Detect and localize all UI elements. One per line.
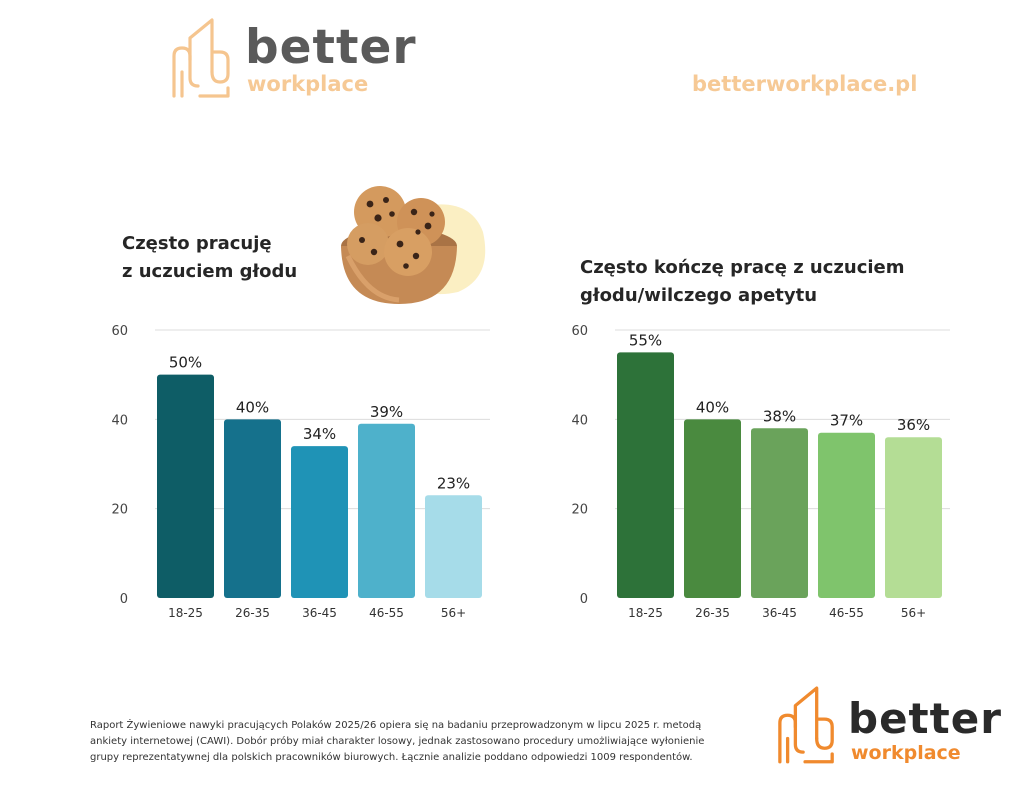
x-tick-label: 46-55 [829,606,864,620]
y-tick-label: 60 [111,324,128,339]
x-tick-label: 36-45 [762,606,797,620]
bar-36-45 [291,446,348,598]
y-tick-label: 20 [111,503,128,518]
x-tick-label: 18-25 [168,606,203,620]
x-tick-label: 36-45 [302,606,337,620]
y-tick-label: 40 [571,413,588,428]
logo-better-text: better [245,20,417,75]
footnote-line-2: ankiety internetowej (CAWI). Dobór próby… [90,736,705,747]
x-tick-label: 46-55 [369,606,404,620]
data-label: 37% [830,412,863,430]
logo-better-text: better [848,694,1002,743]
top-logo: better workplace [170,16,420,100]
right-chart-title-line-1: Często kończę pracę z uczuciem [580,257,905,278]
left-bar-chart: 0 20 40 60 50% 18-25 40% 26-35 34% 36-45 39% 46-55 2… [111,324,490,620]
bar-36-45 [751,428,808,598]
website-link[interactable]: betterworkplace.pl [692,72,918,96]
x-tick-label: 26-35 [695,606,730,620]
bar-18-25 [157,374,214,598]
x-tick-label: 18-25 [628,606,663,620]
logo-workplace-text: workplace [247,72,369,96]
data-label: 23% [437,474,470,492]
footnote-line-1: Raport Żywieniowe nawyki pracujących Pol… [90,720,702,731]
bar-46-55 [818,432,875,598]
right-chart-title: Często kończę pracę z uczuciem głodu/wil… [580,254,905,310]
building-logo-icon [172,18,230,98]
y-tick-label: 60 [571,324,588,339]
y-tick-label: 40 [111,413,128,428]
y-tick-label: 20 [571,503,588,518]
x-tick-label: 26-35 [235,606,270,620]
bar-56+ [425,495,482,598]
logo-workplace-text: workplace [851,742,961,764]
x-tick-label: 56+ [441,606,466,620]
data-label: 34% [303,425,336,443]
y-tick-label: 0 [580,592,588,607]
x-tick-label: 56+ [901,606,926,620]
right-chart-title-line-2: głodu/wilczego apetytu [580,285,818,306]
bar-46-55 [358,423,415,598]
left-chart-title: Często pracuję z uczuciem głodu [122,230,297,286]
footnote-line-3: grupy reprezentatywnej dla polskich prac… [90,752,693,763]
data-label: 36% [897,416,930,434]
left-chart-title-line-2: z uczuciem głodu [122,261,298,282]
data-label: 38% [763,407,796,425]
footnote: Raport Żywieniowe nawyki pracujących Pol… [90,718,730,766]
data-label: 40% [236,398,269,416]
bottom-logo: better workplace [776,684,1011,768]
data-label: 55% [629,331,662,349]
left-chart-title-line-1: Często pracuję [122,233,272,254]
data-label: 50% [169,354,202,372]
bar-26-35 [224,419,281,598]
y-tick-label: 0 [120,592,128,607]
right-bar-chart: 0 20 40 60 55% 18-25 40% 26-35 38% 36-45 37% 46-55 3… [571,324,950,620]
data-label: 40% [696,398,729,416]
bar-26-35 [684,419,741,598]
bar-56+ [885,437,942,598]
bar-18-25 [617,352,674,598]
building-logo-icon [778,686,834,764]
cookie-bowl-illustration [341,186,486,304]
data-label: 39% [370,403,403,421]
